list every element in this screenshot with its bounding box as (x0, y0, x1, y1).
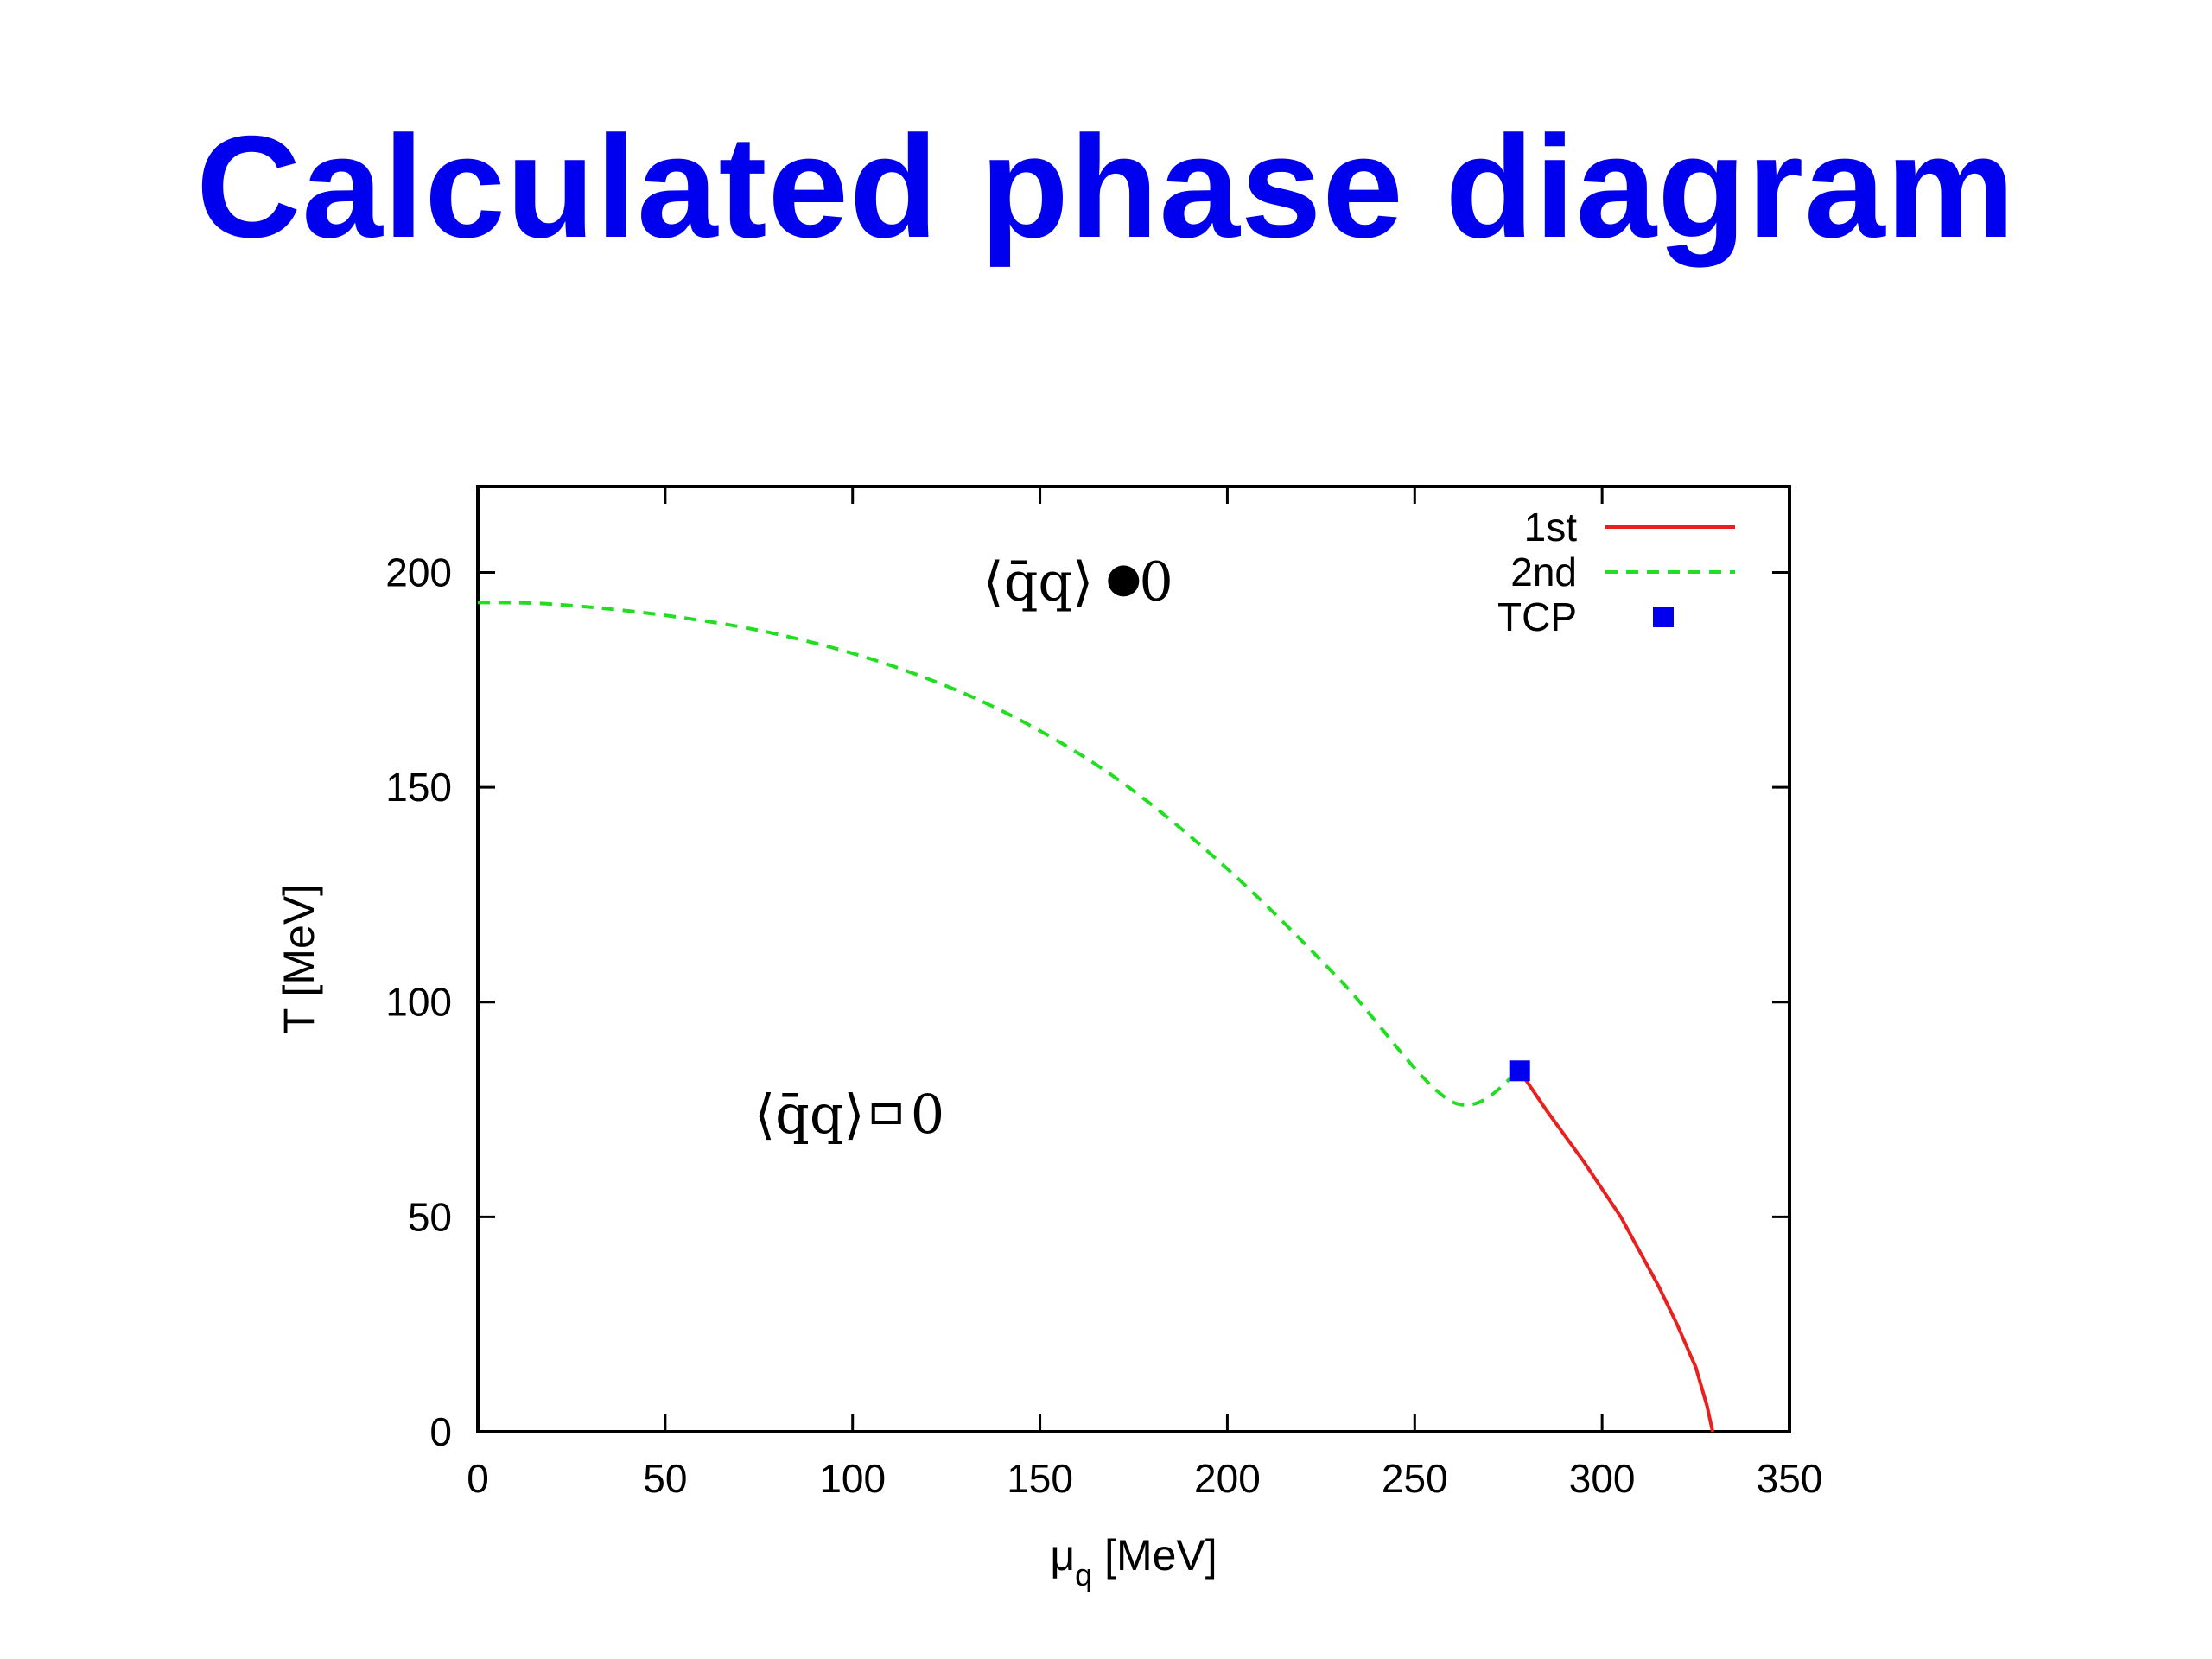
legend-label-1st: 1st (1524, 505, 1578, 550)
y-axis-label: T [MeV] (275, 884, 323, 1034)
series-line-1st (1518, 1070, 1715, 1433)
x-tick-label: 250 (1382, 1456, 1448, 1501)
legend-label-2nd: 2nd (1510, 550, 1577, 594)
x-label-symbol: μ (1050, 1531, 1075, 1580)
y-tick-label: 150 (385, 765, 452, 810)
x-tick-label: 300 (1569, 1456, 1636, 1501)
x-axis-ticks: 0 50 100 150 200 250 300 350 (467, 486, 1822, 1501)
x-tick-label: 100 (819, 1456, 886, 1501)
annotation-label: ⟨q̄q⟩ (983, 550, 1094, 613)
legend-swatch-TCP (1653, 607, 1674, 627)
x-tick-label: 200 (1194, 1456, 1261, 1501)
x-tick-label: 50 (643, 1456, 687, 1501)
slide-title: Calculated phase diagram (195, 105, 2017, 268)
y-tick-label: 0 (429, 1409, 452, 1454)
series-line-2nd (477, 601, 1521, 1107)
tcp-point (1509, 1060, 1530, 1082)
plot-frame (476, 485, 1791, 1433)
x-tick-label: 150 (1007, 1456, 1073, 1501)
x-label-unit: [MeV] (1092, 1531, 1217, 1580)
annotation-value: 0 (1139, 550, 1173, 613)
plot-border (476, 485, 1791, 1433)
x-label-subscript: q (1075, 1557, 1092, 1592)
y-tick-label: 50 (408, 1194, 452, 1239)
x-tick-label: 0 (467, 1456, 489, 1501)
y-tick-label: 100 (385, 980, 452, 1025)
x-axis-label: μq [MeV] (1050, 1531, 1217, 1592)
annotation-marker (1108, 565, 1140, 597)
annotation-layer: ⟨q̄q⟩ 0 ⟨q̄q⟩ 0 (754, 550, 1173, 1146)
series-layer (477, 601, 1715, 1433)
annotation-marker (871, 1103, 901, 1125)
legend-label-TCP: TCP (1497, 594, 1577, 639)
annotation-label: ⟨q̄q⟩ (754, 1083, 865, 1146)
y-tick-label: 200 (385, 550, 452, 594)
y-axis-ticks: 0 50 100 150 200 (385, 550, 1789, 1454)
annotation-value: 0 (911, 1083, 944, 1146)
x-tick-label: 350 (1757, 1456, 1823, 1501)
